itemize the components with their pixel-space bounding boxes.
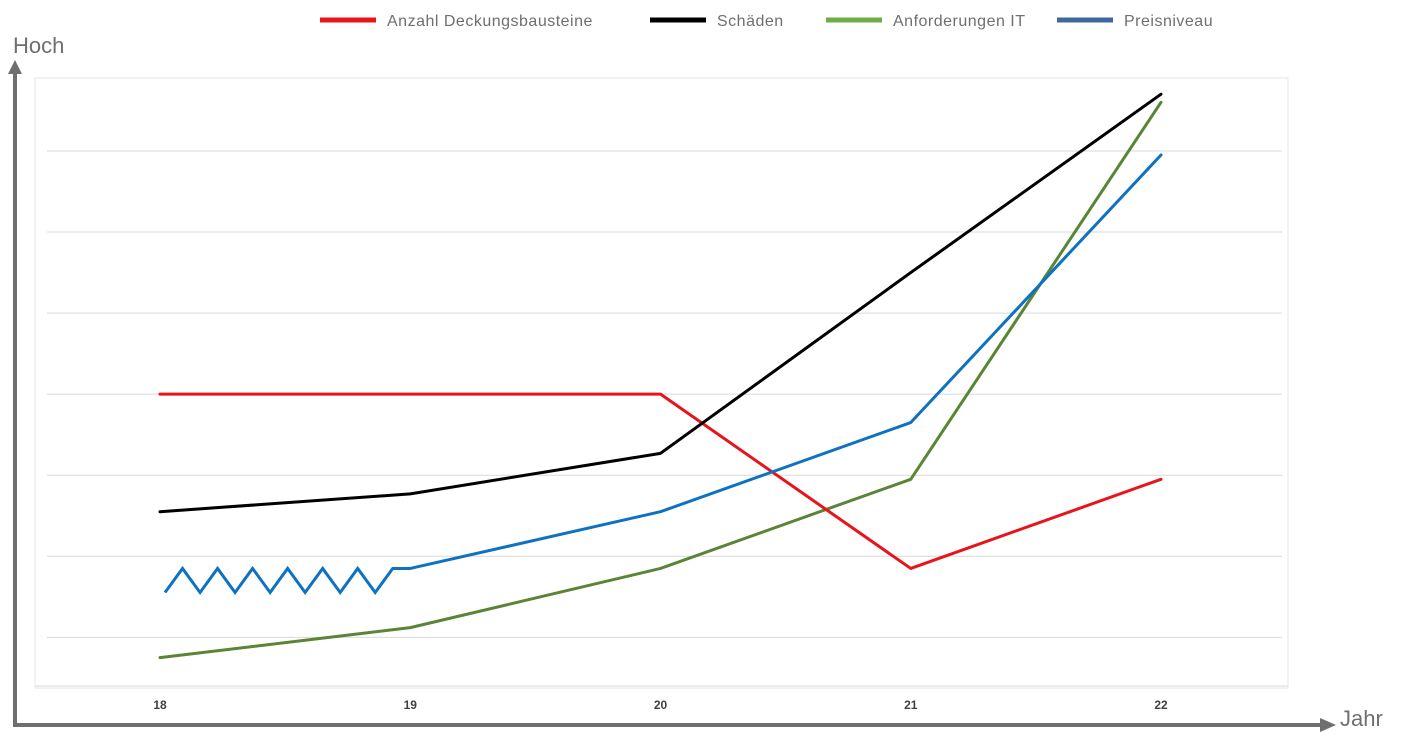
series-zigzag-preisniveau: [163, 565, 411, 595]
legend-label: Anforderungen IT: [893, 13, 1026, 30]
y-axis-label: Hoch: [13, 33, 64, 58]
legend-label: Anzahl Deckungsbausteine: [387, 13, 593, 30]
x-axis-arrow: [1320, 718, 1336, 732]
legend-label: Preisniveau: [1124, 13, 1213, 30]
x-tick-label: 22: [1154, 698, 1168, 712]
x-axis-label: Jahr: [1340, 706, 1383, 731]
y-axis-arrow: [8, 60, 22, 74]
plot-area: [34, 77, 1289, 689]
x-tick-label: 19: [404, 698, 418, 712]
series-line-preisniveau: [408, 153, 1163, 570]
x-tick-labels: 18 19 20 21 22: [153, 698, 1168, 712]
legend: Anzahl Deckungsbausteine Schäden Anforderu…: [320, 13, 1213, 30]
series-lines: [158, 92, 1163, 660]
legend-label: Schäden: [717, 13, 784, 30]
x-tick-label: 20: [654, 698, 668, 712]
x-tick-label: 21: [904, 698, 918, 712]
x-tick-label: 18: [153, 698, 167, 712]
